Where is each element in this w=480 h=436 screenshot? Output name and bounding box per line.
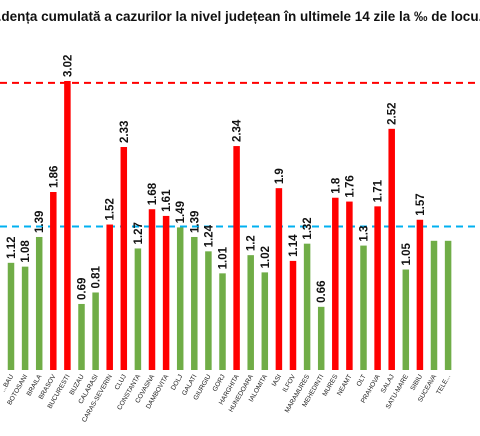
value-label-7: 1.52	[105, 198, 117, 220]
value-label-28: 1.05	[401, 243, 413, 266]
value-label-3: 1.86	[48, 166, 60, 188]
value-label-16: 2.34	[232, 119, 244, 142]
value-label-13: 1.39	[189, 211, 201, 233]
bar-16	[233, 146, 240, 370]
bar-26	[374, 206, 381, 370]
bar-9	[134, 248, 142, 370]
bar-25	[360, 245, 367, 370]
category-label-25: OLT	[355, 374, 367, 388]
value-label-21: 1.32	[302, 217, 314, 239]
bars	[7, 80, 452, 371]
value-label-1: 1.08	[20, 240, 32, 263]
value-label-12: 1.49	[175, 201, 187, 223]
value-label-25: 1.3	[359, 226, 371, 242]
bar-12	[176, 227, 184, 370]
bar-21	[303, 243, 311, 370]
bar-18	[261, 272, 269, 370]
value-label-14: 1.24	[203, 224, 215, 247]
bar-5	[78, 303, 85, 370]
value-label-10: 1.68	[147, 182, 159, 205]
value-label-15: 1.01	[218, 246, 230, 269]
category-label-12: DOLJ	[170, 374, 184, 392]
value-label-17: 1.2	[246, 235, 258, 251]
bar-24	[346, 201, 353, 370]
bar-15	[219, 273, 226, 370]
bar-23	[332, 197, 339, 370]
chart-title: ...dența cumulată a cazurilor la nivel j…	[0, 9, 480, 24]
value-label-24: 1.76	[344, 175, 356, 197]
value-label-2: 1.39	[34, 211, 46, 233]
bar-1	[21, 266, 29, 370]
bar-6	[92, 292, 99, 370]
bar-19	[275, 188, 283, 370]
value-label-20: 1.14	[288, 234, 300, 257]
bar-17	[247, 255, 254, 370]
bar-7	[106, 224, 113, 370]
value-labels: 1.12 1.081.391.863.020.690.811.522.331.27…	[6, 55, 427, 303]
bar-4	[64, 80, 71, 371]
category-label-31: TELE...	[435, 373, 452, 396]
bar-20	[289, 260, 297, 370]
value-label-22: 0.66	[316, 280, 328, 302]
bar-14	[205, 251, 212, 370]
value-label-8: 2.33	[119, 121, 131, 143]
value-label-9: 1.27	[133, 222, 145, 244]
value-label-0: 1.12	[6, 236, 18, 258]
bar-30	[430, 240, 438, 370]
value-label-23: 1.8	[330, 177, 342, 194]
value-label-6: 0.81	[91, 265, 103, 288]
value-label-5: 0.69	[77, 278, 89, 300]
bar-13	[191, 236, 198, 370]
bar-27	[388, 128, 395, 370]
value-label-26: 1.71	[373, 179, 385, 202]
value-label-29: 1.57	[415, 193, 427, 215]
category-label-19: IASI	[271, 373, 283, 387]
bar-22	[317, 306, 325, 370]
category-label-8: CLUJ	[114, 374, 128, 392]
value-label-4: 3.02	[62, 55, 74, 77]
bar-0	[7, 262, 15, 370]
bar-11	[162, 215, 170, 370]
reference-lines	[0, 81, 480, 228]
value-label-27: 2.52	[387, 102, 399, 124]
bar-29	[416, 219, 424, 370]
value-label-11: 1.61	[161, 189, 173, 212]
bar-8	[120, 147, 128, 370]
bar-2	[35, 236, 43, 370]
bar-3	[50, 191, 57, 370]
value-label-18: 1.02	[260, 246, 272, 268]
category-labels: ...BAUBOTOSANIBRAILABRASOVBUCURESTIBUZAU…	[0, 373, 452, 424]
value-label-19: 1.9	[274, 168, 286, 184]
bar-10	[148, 209, 156, 370]
bar-28	[402, 269, 410, 370]
bar-31	[444, 240, 452, 370]
